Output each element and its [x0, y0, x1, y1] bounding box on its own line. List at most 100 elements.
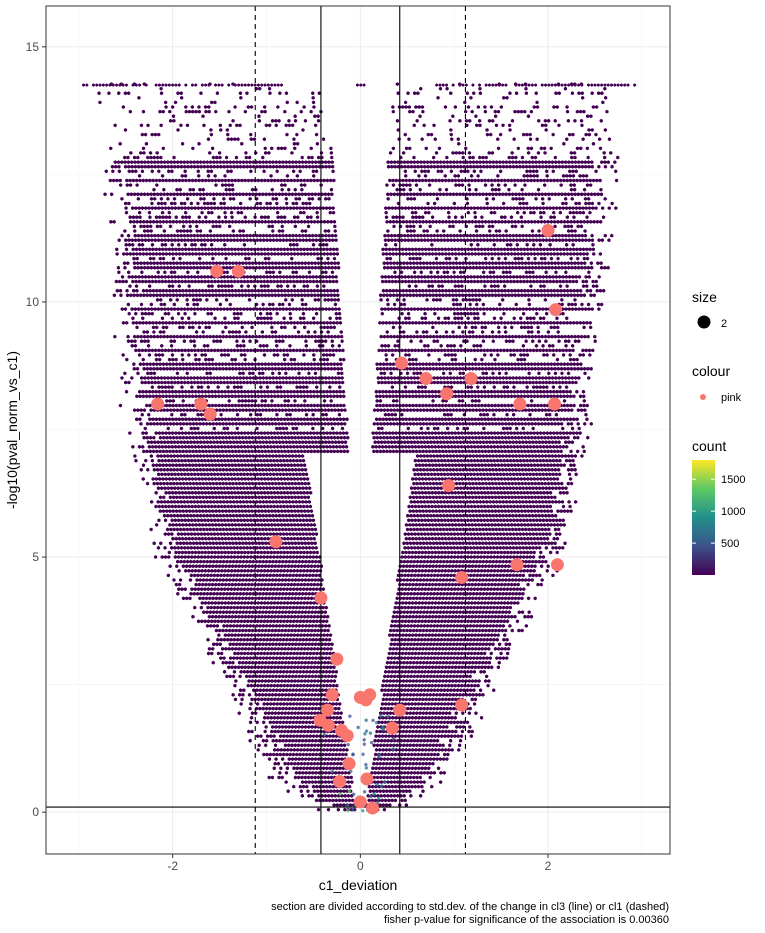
hexbin-dense-cell: [381, 727, 385, 732]
caption-line-2: fisher p-value for significance of the a…: [384, 914, 669, 926]
x-tick-label: 0: [357, 859, 364, 873]
hexbin-dense-cell: [368, 731, 373, 736]
highlight-point: [333, 775, 347, 789]
plot-panel-background: [46, 6, 670, 854]
hexbin-dense-cell: [356, 725, 360, 730]
hexbin-dense-cell: [346, 808, 350, 813]
hexbin-dense-cell: [346, 742, 350, 747]
legend-colour-title: colour: [692, 363, 730, 379]
hexbin-dense-cell: [371, 718, 375, 723]
hexbin-dense-cell: [364, 718, 368, 723]
hexbin-cells: [97, 82, 620, 812]
y-tick-label: 10: [26, 295, 40, 309]
hexbin-dense-cell: [361, 752, 365, 757]
y-axis-title: -log10(pval_norm_vs_c1): [4, 351, 20, 509]
highlight-point: [442, 479, 456, 493]
x-axis: -2 0 2: [167, 854, 552, 873]
hexbin-dense-cell: [379, 714, 383, 718]
plot-panel-border: [45, 5, 671, 855]
hexbin-top-row: [82, 83, 637, 87]
highlight-point: [353, 795, 367, 809]
colorbar-tick-label: 1000: [721, 506, 745, 518]
highlight-point: [549, 303, 563, 317]
highlight-point: [203, 407, 217, 421]
legend-count-ticks: 500 1000 1500: [692, 474, 745, 550]
y-axis: 0 5 10 15: [26, 40, 46, 819]
legend-count-colorbar: [692, 460, 715, 575]
highlight-point: [194, 397, 208, 411]
hexbin-dense-cell: [375, 782, 379, 787]
hexbin-dense-cell: [383, 780, 387, 784]
highlight-point: [363, 688, 377, 702]
hexbin-dense-cell: [380, 784, 384, 788]
legend-size-title: size: [692, 289, 717, 305]
hexbin-dense-cell: [351, 807, 355, 812]
highlight-point: [321, 718, 335, 732]
highlight-point: [395, 356, 409, 370]
x-tick-label: 2: [545, 859, 552, 873]
hexbin-dense-cell: [375, 720, 379, 725]
hexbin-dense-cell: [364, 766, 368, 770]
colorbar-tick-label: 500: [721, 538, 739, 550]
y-tick-label: 15: [26, 40, 40, 54]
hexbin-dense-cell: [349, 769, 353, 774]
highlight-point: [510, 558, 524, 572]
legend-size-key: [697, 315, 711, 329]
hexbin-dense-cell: [372, 792, 376, 796]
highlight-point: [151, 397, 165, 411]
x-axis-title: c1_deviation: [319, 877, 398, 893]
highlight-point: [314, 591, 328, 605]
legend: size 2 colour pink count 500 1000 1500: [692, 289, 745, 575]
hexbin-dense-cell: [364, 729, 369, 733]
legend-count-title: count: [692, 438, 726, 454]
highlight-point: [231, 264, 245, 278]
legend-colour-key: [700, 394, 706, 400]
highlight-point: [340, 729, 354, 743]
hexbin-dense-cell: [391, 747, 395, 751]
highlight-point: [393, 703, 407, 717]
highlight-point: [342, 757, 356, 771]
hexbin-dense-cell: [364, 762, 368, 767]
highlight-point: [269, 535, 283, 549]
grid-lines: [46, 6, 670, 854]
hexbin-dense-cell: [386, 714, 390, 719]
hexbin-dense-cell: [376, 796, 381, 801]
hexbin-dense-cell: [330, 769, 334, 774]
hexbin-density: [82, 82, 637, 814]
y-tick-label: 5: [32, 550, 39, 564]
y-tick-label: 0: [32, 805, 39, 819]
hexbin-dense-cell: [351, 752, 355, 757]
highlight-point: [321, 703, 335, 717]
highlight-point: [513, 397, 527, 411]
legend-size-label: 2: [721, 318, 727, 330]
caption-line-1: section are divided according to std.dev…: [271, 901, 669, 913]
x-tick-label: -2: [167, 859, 178, 873]
highlight-point: [464, 371, 478, 385]
highlight-point: [419, 371, 433, 385]
highlight-point: [455, 570, 469, 584]
hexbin-dense-cell: [322, 732, 326, 737]
highlight-point: [541, 224, 555, 238]
hexbin-dense-cell: [392, 737, 396, 741]
highlight-point: [360, 772, 374, 786]
hexbin-dense-cell: [338, 792, 342, 796]
hexbin-dense-cell: [348, 714, 352, 719]
highlight-point: [325, 688, 339, 702]
highlight-point: [440, 387, 454, 401]
colorbar-tick-label: 1500: [721, 474, 745, 486]
hexbin-dense-cell: [362, 742, 366, 747]
hexbin-dense-cell: [363, 731, 367, 736]
hexbin-dense-cell: [347, 789, 351, 794]
hexbin-dense-cell: [362, 737, 366, 742]
highlight-point: [550, 558, 564, 572]
hexbin-dense-cell: [368, 794, 373, 799]
highlight-points: [151, 224, 564, 815]
highlight-point: [548, 397, 562, 411]
highlight-point: [330, 652, 344, 666]
hexbin-dense-cell: [370, 740, 374, 745]
hexbin-dense-cell: [361, 808, 365, 813]
legend-colour-label: pink: [721, 392, 742, 404]
hexbin-dense-cell: [352, 792, 356, 797]
highlight-point: [385, 721, 399, 735]
